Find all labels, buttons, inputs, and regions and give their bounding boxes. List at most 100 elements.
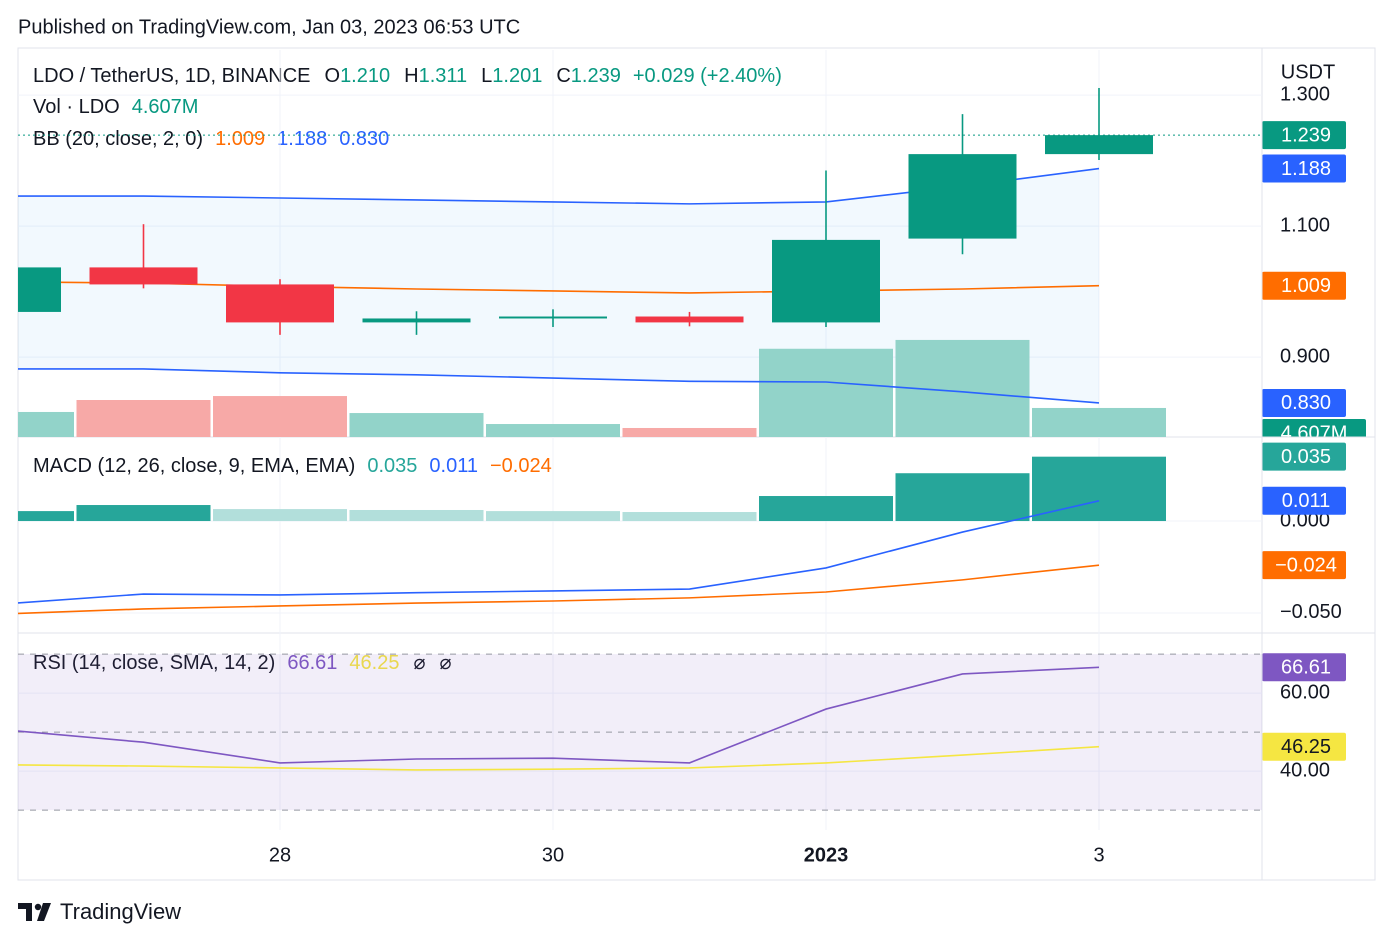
histogram-badge — [1262, 442, 1346, 471]
x-tick-label: 28 — [269, 844, 291, 866]
legend-row: MACD (12, 26, close, 9, EMA, EMA) 0.035 0.… — [33, 455, 552, 477]
legend-item: ⌀ — [440, 652, 452, 674]
legend-row: LDO / TetherUS, 1D, BINANCE O1.210 H1.311 L… — [33, 65, 782, 87]
x-tick-label: 30 — [542, 844, 564, 866]
macd-histogram-bar — [349, 509, 484, 522]
legend-item: 0.035 — [367, 455, 417, 477]
macd-histogram-bar — [76, 505, 211, 522]
legend-item: +0.029 (+2.40%) — [633, 65, 782, 87]
legend-item: 46.25 — [349, 652, 399, 674]
legend-item: BB (20, close, 2, 0) — [33, 128, 203, 150]
rsi-sma-badge — [1262, 732, 1346, 761]
volume-bar — [76, 400, 211, 437]
price-axis: 1.300 1.100 0.900 0.000 −0.050 60.00 40.00 4.60… — [1262, 83, 1366, 781]
volume-bar — [759, 348, 893, 437]
legend-item: Vol · LDO — [33, 96, 120, 118]
legend-item: LDO / TetherUS, 1D, BINANCE — [33, 65, 311, 87]
legend-item: 1.201 — [492, 65, 542, 87]
legend-item: −0.024 — [490, 455, 552, 477]
currency-label: USDT — [1281, 61, 1335, 83]
macd-histogram-bar — [622, 512, 757, 522]
legend-item: C — [556, 65, 570, 87]
legend-item: ⌀ — [413, 652, 425, 674]
bb-lower — [18, 368, 1100, 404]
signal-badge — [1262, 551, 1346, 580]
legend-item: 0.830 — [339, 128, 389, 150]
candle-body — [908, 154, 1017, 239]
legend-item: O — [325, 65, 341, 87]
published-note: Published on TradingView.com, Jan 03, 20… — [18, 16, 520, 38]
candle-body — [1045, 135, 1153, 155]
candle-body — [362, 318, 471, 323]
y-tick-label: −0.050 — [1280, 601, 1342, 623]
y-tick-label: 1.100 — [1280, 214, 1330, 236]
close-badge — [1262, 121, 1346, 150]
macd-histogram-bar — [213, 509, 347, 522]
y-tick-label: 40.00 — [1280, 759, 1330, 781]
candle-body — [772, 239, 880, 323]
y-tick-label: 0.900 — [1280, 345, 1330, 367]
bb-upper-badge-label: 1.188 — [1281, 158, 1331, 180]
histogram-badge-label: 0.035 — [1281, 446, 1331, 468]
volume-bar — [486, 424, 620, 437]
legend-item: MACD (12, 26, close, 9, EMA, EMA) — [33, 455, 355, 477]
legend-item: L — [481, 65, 492, 87]
macd-histogram-bar — [486, 511, 620, 522]
macd-histogram-bar — [759, 496, 893, 522]
bb-upper-badge — [1262, 154, 1346, 183]
legend-item: 1.239 — [571, 65, 621, 87]
macd-histogram-bar — [895, 473, 1030, 522]
candle-body — [499, 316, 607, 319]
legend-item: 1.009 — [215, 128, 265, 150]
macd-pane — [18, 456, 1262, 615]
legend-item: H — [404, 65, 418, 87]
candle-body — [89, 267, 198, 285]
legend-item: 0.011 — [429, 455, 478, 477]
legend-row: RSI (14, close, SMA, 14, 2) 66.61 46.25 ⌀ ⌀ — [33, 652, 452, 674]
volume-bar — [349, 413, 484, 437]
macd-histogram-bar — [18, 511, 74, 522]
y-tick-label: 1.300 — [1280, 83, 1330, 105]
legends: LDO / TetherUS, 1D, BINANCE O1.210 H1.311 L… — [33, 65, 782, 674]
bb-fill — [18, 168, 1099, 403]
rsi-badge — [1262, 653, 1346, 682]
y-tick-label: 60.00 — [1280, 681, 1330, 703]
macd-line — [18, 500, 1100, 604]
signal-badge-label: −0.024 — [1275, 554, 1337, 576]
bb-basis-badge — [1262, 271, 1346, 300]
rsi-badge-label: 66.61 — [1281, 657, 1331, 679]
x-tick-label: 3 — [1093, 844, 1104, 866]
volume-bar — [1032, 407, 1166, 437]
volume-badge-label: 4.607M — [1281, 422, 1348, 444]
legend-row: Vol · LDO 4.607M — [33, 96, 198, 118]
rsi-line — [18, 666, 1100, 764]
candle-body — [18, 267, 61, 312]
legend-item: 1.188 — [277, 128, 327, 150]
signal-line — [18, 564, 1100, 615]
close-badge-label: 1.239 — [1281, 124, 1331, 146]
volume-bar — [18, 411, 74, 437]
rsi-pane — [18, 653, 1262, 811]
legend-item: 66.61 — [287, 652, 337, 674]
bb-lower-badge — [1262, 388, 1346, 417]
legend-item: 1.210 — [340, 65, 390, 87]
rsi-sma-badge-label: 46.25 — [1281, 736, 1331, 758]
candle-body — [635, 316, 744, 323]
bb-basis-badge-label: 1.009 — [1281, 275, 1331, 297]
volume-badge-group: 4.607M — [1262, 419, 1366, 444]
x-tick-label: 2023 — [804, 844, 849, 866]
macd-badge-label: 0.011 — [1282, 490, 1331, 512]
legend-item: RSI (14, close, SMA, 14, 2) — [33, 652, 275, 674]
rsi-sma-line — [18, 745, 1100, 771]
candle-body — [226, 284, 334, 323]
legend-row: BB (20, close, 2, 0) 1.009 1.188 0.830 — [33, 128, 389, 150]
volume-bar — [213, 396, 347, 437]
y-tick-label: 0.000 — [1280, 509, 1330, 531]
tradingview-logo — [18, 903, 51, 921]
macd-badge — [1262, 486, 1346, 515]
brand-name: TradingView — [60, 899, 181, 924]
volume-badge — [1262, 419, 1366, 437]
price-pane — [18, 87, 1262, 437]
volume-bar — [622, 427, 757, 437]
